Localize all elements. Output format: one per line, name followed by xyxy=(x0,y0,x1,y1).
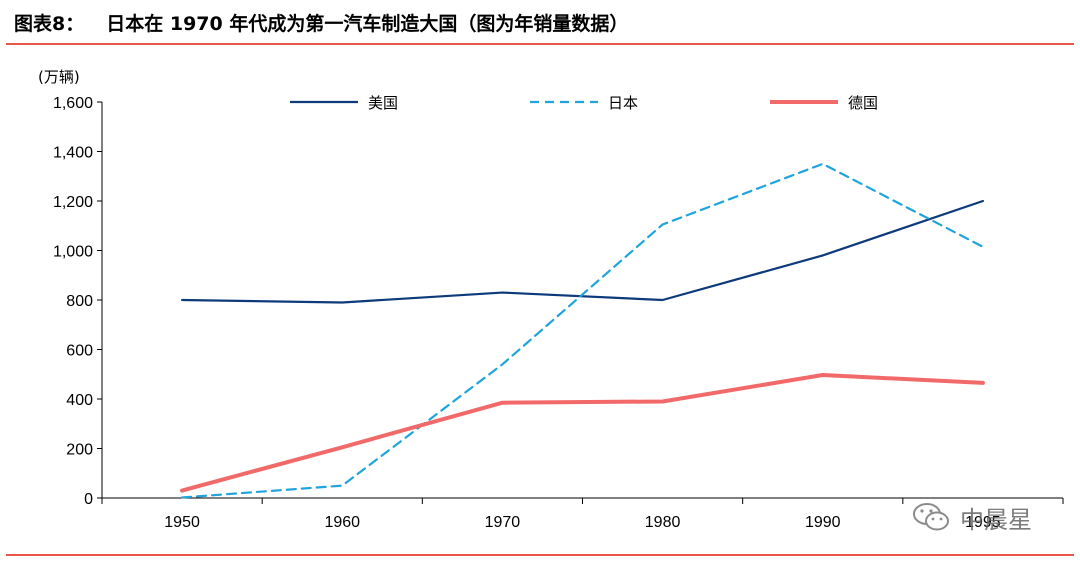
figure-number: 图表8： xyxy=(14,13,85,35)
y-tick-label: 600 xyxy=(66,343,93,360)
watermark: 中晨星 xyxy=(912,500,1032,534)
figure-title-bar: 图表8： 日本在 1970 年代成为第一汽车制造大国（图为年销量数据） xyxy=(14,10,1070,38)
x-tick-label: 1995 xyxy=(965,514,1001,531)
y-tick-label: 1,200 xyxy=(53,194,93,211)
y-tick-label: 1,600 xyxy=(53,95,93,112)
legend-label-1: 日本 xyxy=(608,94,638,112)
legend-label-2: 德国 xyxy=(848,94,878,112)
y-tick-label: 200 xyxy=(66,442,93,459)
x-tick-label: 1970 xyxy=(485,514,521,531)
y-tick-label: 400 xyxy=(66,392,93,409)
y-unit-label: (万辆) xyxy=(38,68,80,86)
y-tick-label: 1,400 xyxy=(53,145,93,162)
watermark-text: 中晨星 xyxy=(960,505,1032,534)
figure-title: 日本在 1970 年代成为第一汽车制造大国（图为年销量数据） xyxy=(106,13,629,35)
series-line-0 xyxy=(180,199,985,304)
x-tick-label: 1960 xyxy=(324,514,360,531)
y-tick-label: 0 xyxy=(84,491,93,508)
legend-label-0: 美国 xyxy=(368,94,398,112)
y-tick-label: 1,000 xyxy=(53,244,93,261)
series-line-2 xyxy=(180,372,985,493)
x-tick-label: 1990 xyxy=(805,514,841,531)
wechat-icon xyxy=(912,501,952,533)
top-rule xyxy=(6,43,1074,45)
x-tick-label: 1950 xyxy=(164,514,200,531)
bottom-rule xyxy=(6,554,1074,556)
series-line-1 xyxy=(180,162,985,499)
y-tick-label: 800 xyxy=(66,293,93,310)
x-tick-label: 1980 xyxy=(645,514,681,531)
